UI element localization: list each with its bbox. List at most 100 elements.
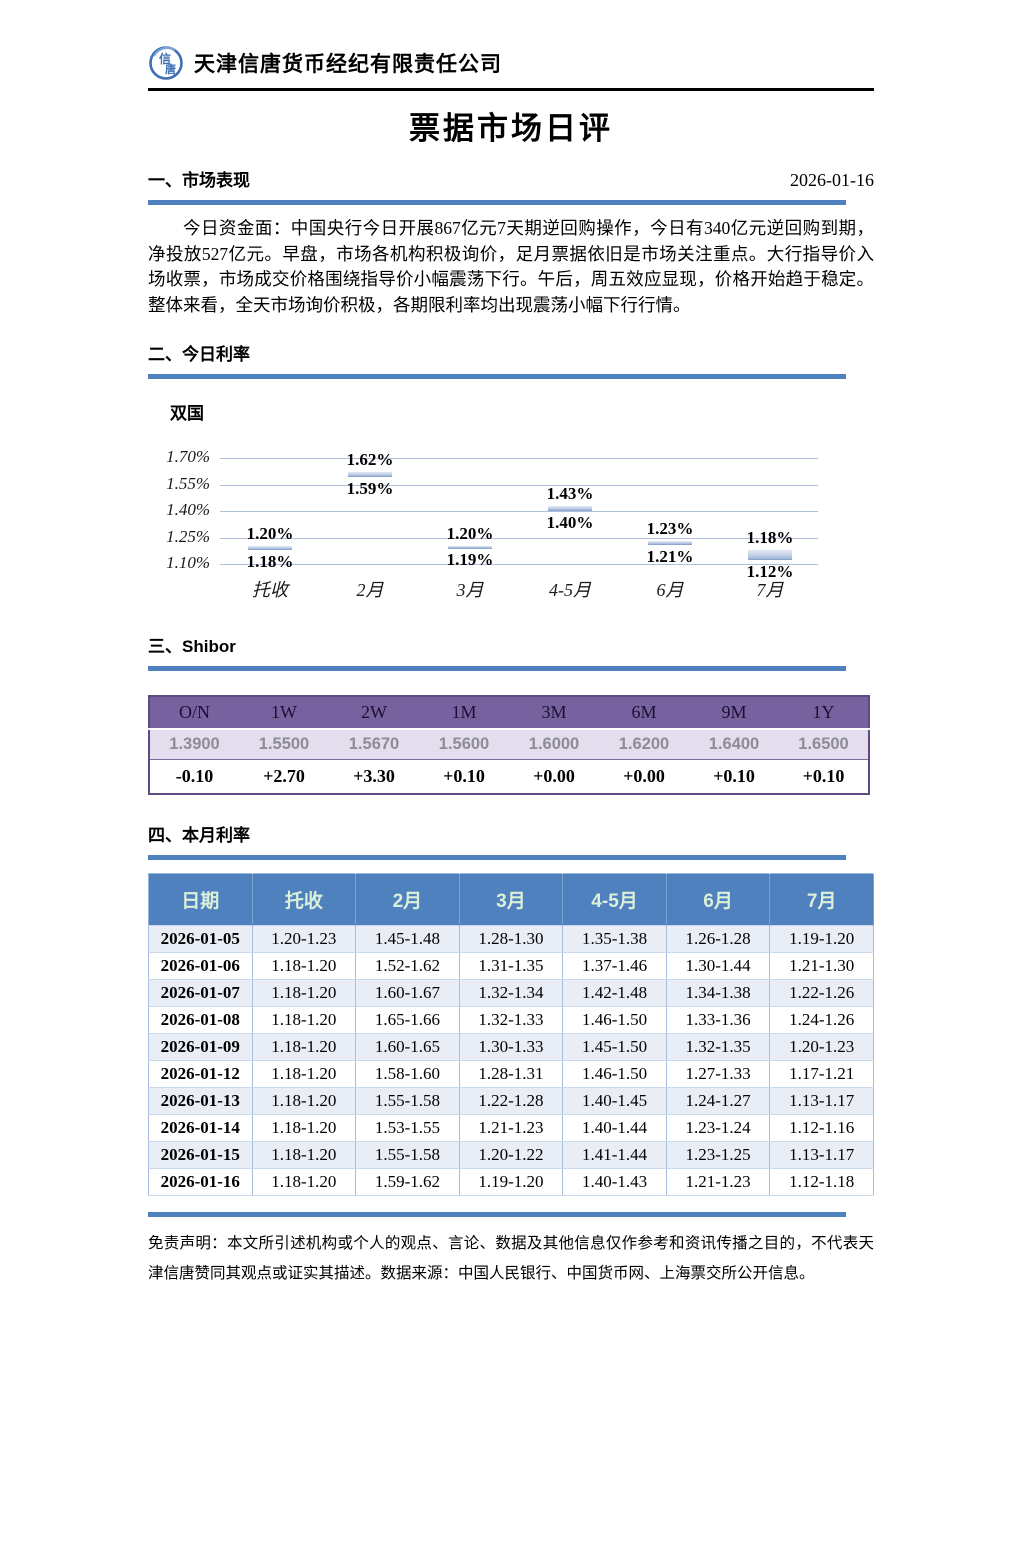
section-shibor-heading: 三、Shibor [148, 637, 236, 656]
rate-range-cell: 1.24-1.26 [769, 1006, 874, 1034]
rate-range-cell: 1.52-1.62 [355, 952, 460, 980]
date-cell: 2026-01-14 [148, 1114, 253, 1142]
rate-range-cell: 1.33-1.36 [665, 1006, 771, 1034]
range-bar-6月 [648, 541, 692, 545]
date-cell: 2026-01-09 [148, 1033, 253, 1061]
shibor-change-row: -0.10 +2.70 +3.30 +0.10 +0.00 +0.00 +0.10 +0.10 [149, 759, 869, 794]
rate-range-cell: 1.21-1.23 [665, 1168, 771, 1196]
rate-range-cell: 1.18-1.20 [251, 1141, 357, 1169]
rate-range-cell: 1.53-1.55 [355, 1114, 460, 1142]
x-axis-tick: 6月 [656, 580, 684, 600]
shibor-value-row-cell: 1.3900 [149, 729, 239, 760]
monthly-header-cell: 日期 [148, 873, 253, 926]
section-shibor-rule [148, 666, 846, 671]
brand-header: 信 唐 天津信唐货币经纪有限责任公司 [148, 44, 874, 81]
rate-range-cell: 1.27-1.33 [665, 1060, 771, 1088]
section-rates-heading: 二、今日利率 [148, 345, 250, 364]
bar-label-high: 1.18% [746, 527, 794, 547]
gridline [220, 564, 818, 565]
rate-range-cell: 1.19-1.20 [458, 1168, 564, 1196]
rate-range-cell: 1.32-1.33 [458, 1006, 564, 1034]
range-bar-托收 [248, 546, 292, 550]
company-logo-icon: 信 唐 [149, 46, 183, 80]
chart-title: 双国 [170, 404, 204, 423]
y-axis-tick: 1.40% [166, 500, 210, 519]
shibor-header-row-cell: 2W [329, 696, 419, 730]
shibor-header-row: O/N 1W 2W 1M 3M 6M 9M 1Y [149, 696, 869, 730]
rate-range-cell: 1.65-1.66 [355, 1006, 460, 1034]
rate-range-chart: 1.70% 1.55% 1.40% 1.25% 1.10% 1.20% 1.18% 托收 1.6… [148, 446, 874, 606]
report-date: 2026-01-16 [790, 170, 874, 190]
section-monthly-heading: 四、本月利率 [148, 826, 250, 845]
gridline [220, 511, 818, 512]
x-axis-tick: 4-5月 [549, 580, 591, 600]
rate-range-cell: 1.21-1.23 [458, 1114, 564, 1142]
rate-range-cell: 1.23-1.25 [665, 1141, 771, 1169]
rate-range-cell: 1.18-1.20 [251, 1006, 357, 1034]
section-monthly-rule [148, 855, 846, 860]
rate-range-cell: 1.24-1.27 [665, 1087, 771, 1115]
rate-range-cell: 1.13-1.17 [769, 1141, 874, 1169]
page-title: 票据市场日评 [409, 111, 613, 146]
monthly-header-cell: 7月 [769, 873, 874, 926]
shibor-header-row-cell: 6M [599, 696, 689, 730]
rate-range-cell: 1.17-1.21 [769, 1060, 874, 1088]
rate-range-cell: 1.22-1.26 [769, 979, 874, 1007]
table-row: 2026-01-13 1.18-1.20 1.55-1.58 1.22-1.28 1.4… [148, 1087, 874, 1115]
rate-range-cell: 1.40-1.43 [562, 1168, 667, 1196]
rate-range-cell: 1.60-1.65 [355, 1033, 460, 1061]
rate-range-cell: 1.20-1.22 [458, 1141, 564, 1169]
range-bar-4-5月 [548, 505, 592, 511]
rate-range-cell: 1.32-1.35 [665, 1033, 771, 1061]
rate-range-cell: 1.59-1.62 [355, 1168, 460, 1196]
section-market-heading: 一、市场表现 [148, 171, 250, 190]
rate-range-cell: 1.30-1.44 [665, 952, 771, 980]
rate-range-cell: 1.42-1.48 [562, 979, 667, 1007]
y-axis-tick: 1.70% [166, 447, 210, 466]
rate-range-cell: 1.12-1.16 [769, 1114, 874, 1142]
bar-label-low: 1.18% [246, 551, 294, 571]
date-cell: 2026-01-15 [148, 1141, 253, 1169]
shibor-header-row-cell: O/N [149, 696, 239, 730]
header-divider [148, 88, 874, 91]
date-cell: 2026-01-16 [148, 1168, 253, 1196]
shibor-change-row-cell: +0.10 [689, 759, 779, 794]
date-cell: 2026-01-13 [148, 1087, 253, 1115]
table-row: 2026-01-07 1.18-1.20 1.60-1.67 1.32-1.34 1.4… [148, 979, 874, 1007]
rate-range-cell: 1.34-1.38 [665, 979, 771, 1007]
shibor-header-row-cell: 1M [419, 696, 509, 730]
section-market-rule [148, 200, 846, 205]
rate-range-cell: 1.46-1.50 [562, 1060, 667, 1088]
gridline [220, 458, 818, 459]
monthly-header-cell: 6月 [666, 873, 771, 926]
rate-range-cell: 1.45-1.50 [562, 1033, 667, 1061]
shibor-change-row-cell: -0.10 [149, 759, 239, 794]
y-axis-tick: 1.25% [166, 526, 210, 546]
table-row: 2026-01-14 1.18-1.20 1.53-1.55 1.21-1.23 1.4… [148, 1114, 874, 1142]
range-bar-2月 [348, 472, 392, 478]
bar-label-high: 1.20% [446, 524, 494, 544]
monthly-header-cell: 4-5月 [562, 873, 667, 926]
table-row: 2026-01-08 1.18-1.20 1.65-1.66 1.32-1.33 1.4… [148, 1006, 874, 1034]
market-summary-paragraph: 今日资金面：中国央行今日开展867亿元7天期逆回购操作，今日有340亿元逆回购到… [148, 218, 874, 315]
rate-range-cell: 1.31-1.35 [458, 952, 564, 980]
svg-text:唐: 唐 [165, 62, 176, 76]
gridline [220, 537, 818, 539]
rate-range-cell: 1.26-1.28 [665, 925, 771, 953]
shibor-change-row-cell: +0.10 [419, 759, 509, 794]
footer-rule [148, 1212, 846, 1217]
rate-range-cell: 1.55-1.58 [355, 1141, 460, 1169]
table-row: 2026-01-06 1.18-1.20 1.52-1.62 1.31-1.35 1.3… [148, 952, 874, 980]
date-cell: 2026-01-08 [148, 1006, 253, 1034]
bar-label-high: 1.62% [346, 450, 394, 470]
rate-range-cell: 1.22-1.28 [458, 1087, 564, 1115]
shibor-value-row-cell: 1.6000 [509, 729, 599, 760]
bar-label-low: 1.59% [346, 479, 394, 499]
rate-range-cell: 1.13-1.17 [769, 1087, 874, 1115]
rate-range-cell: 1.19-1.20 [769, 925, 874, 953]
rate-range-cell: 1.32-1.34 [458, 979, 564, 1007]
bar-label-low: 1.40% [546, 513, 594, 532]
table-row: 2026-01-15 1.18-1.20 1.55-1.58 1.20-1.22 1.4… [148, 1141, 874, 1169]
shibor-value-row-cell: 1.6200 [599, 729, 689, 760]
date-cell: 2026-01-06 [148, 952, 253, 980]
